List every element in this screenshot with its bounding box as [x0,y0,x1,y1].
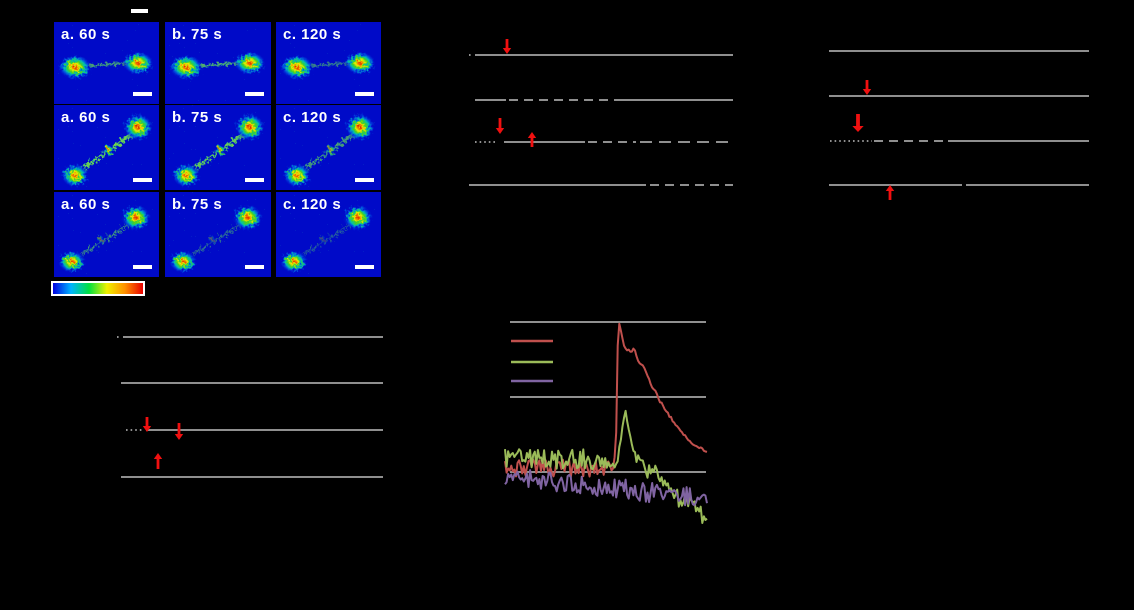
panel-time-label: a. 60 s [61,26,111,43]
trace-plot-top-right [829,50,1089,200]
trace-plot-top-middle [469,39,733,186]
panel-scale-bar [245,265,264,269]
panel-time-label: c. 120 s [283,26,342,43]
panel-time-label: b. 75 s [172,26,223,43]
panel-time-label: c. 120 s [283,196,342,213]
panel-scale-bar [355,178,374,182]
micrograph-image [54,105,159,190]
micrograph-panel-r1c3: c. 120 s [276,22,381,104]
micrograph-image [165,105,271,190]
micrograph-image [165,22,271,104]
micrograph-panel-r1c2: b. 75 s [165,22,271,104]
trace-plot-bottom-left [117,336,383,478]
top-scale-bar [131,9,148,13]
micrograph-panel-r2c2: b. 75 s [165,105,271,190]
panel-scale-bar [133,92,152,96]
intensity-colorbar [51,281,145,296]
panel-time-label: b. 75 s [172,196,223,213]
panel-scale-bar [133,178,152,182]
micrograph-image [276,192,381,277]
intensity-colorbar-gradient [53,283,143,294]
micrograph-panel-r3c3: c. 120 s [276,192,381,277]
micrograph-panel-r1c1: a. 60 s [54,22,159,104]
micrograph-image [276,22,381,104]
panel-scale-bar [133,265,152,269]
panel-time-label: a. 60 s [61,109,111,126]
panel-time-label: c. 120 s [283,109,342,126]
panel-scale-bar [245,178,264,182]
red-trace [504,322,708,478]
micrograph-panel-r2c3: c. 120 s [276,105,381,190]
green-trace [504,409,708,524]
chart-legend [511,339,553,383]
panel-scale-bar [355,92,374,96]
intensity-time-chart [504,321,708,524]
micrograph-panel-r3c2: b. 75 s [165,192,271,277]
micrograph-panel-r3c1: a. 60 s [54,192,159,277]
panel-scale-bar [355,265,374,269]
micrograph-image [54,22,159,104]
micrograph-image [165,192,271,277]
purple-trace [504,469,708,507]
panel-scale-bar [245,92,264,96]
panel-time-label: b. 75 s [172,109,223,126]
micrograph-image [276,105,381,190]
panel-time-label: a. 60 s [61,196,111,213]
micrograph-image [54,192,159,277]
micrograph-panel-r2c1: a. 60 s [54,105,159,190]
